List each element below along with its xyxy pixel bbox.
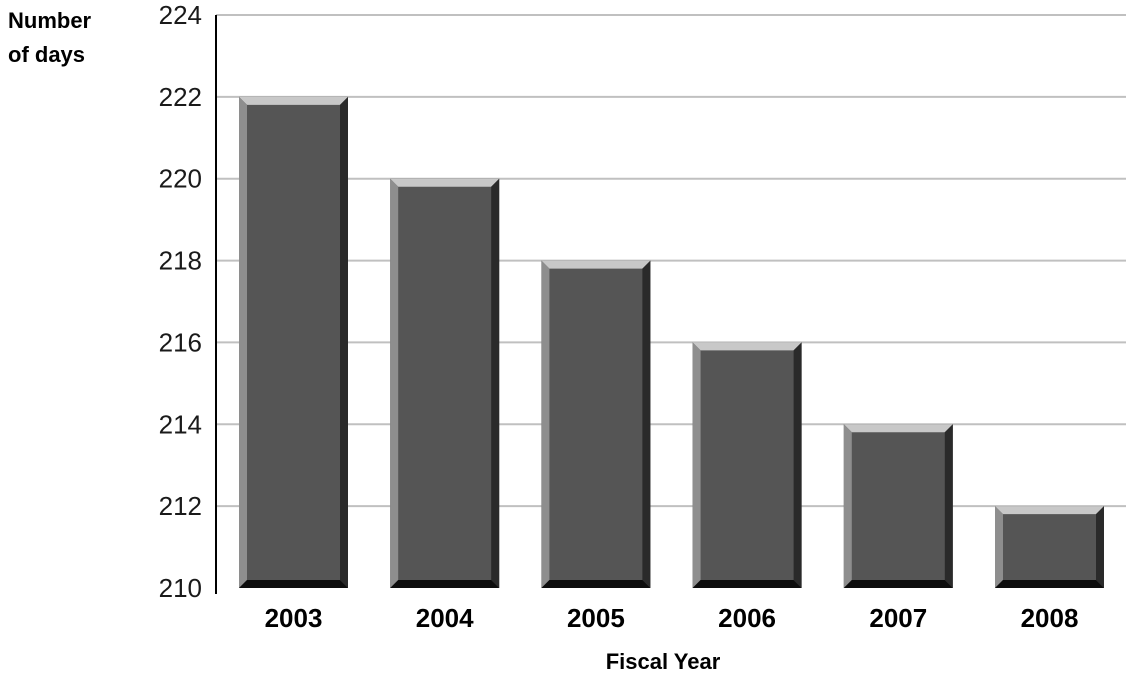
x-tick-label: 2006 — [718, 603, 776, 633]
gridlines — [216, 14, 1126, 508]
x-tick-label: 2003 — [265, 603, 323, 633]
y-axis-title-line-2: of days — [8, 42, 85, 67]
y-tick-label: 222 — [159, 82, 202, 112]
bar — [390, 178, 500, 588]
y-tick-label: 214 — [159, 409, 202, 439]
y-tick-label: 220 — [159, 164, 202, 194]
y-tick-label: 212 — [159, 491, 202, 521]
x-tick-labels: 2003 2004 2005 2006 2007 2008 — [265, 603, 1079, 633]
x-tick-label: 2005 — [567, 603, 625, 633]
bar — [239, 96, 348, 588]
x-tick-label: 2007 — [869, 603, 927, 633]
x-tick-label: 2004 — [416, 603, 474, 633]
x-tick-label: 2008 — [1021, 603, 1079, 633]
bar — [692, 342, 802, 588]
y-tick-label: 210 — [159, 573, 202, 603]
bar — [541, 260, 651, 588]
y-axis-title-line-1: Number — [8, 8, 92, 33]
x-axis-title: Fiscal Year — [606, 649, 721, 674]
bars — [239, 96, 1104, 588]
bar — [843, 424, 953, 588]
y-tick-labels: 210 212 214 216 218 220 222 224 — [159, 0, 202, 603]
y-tick-label: 216 — [159, 327, 202, 357]
bar — [995, 506, 1104, 588]
y-tick-label: 224 — [159, 0, 202, 30]
y-tick-label: 218 — [159, 246, 202, 276]
